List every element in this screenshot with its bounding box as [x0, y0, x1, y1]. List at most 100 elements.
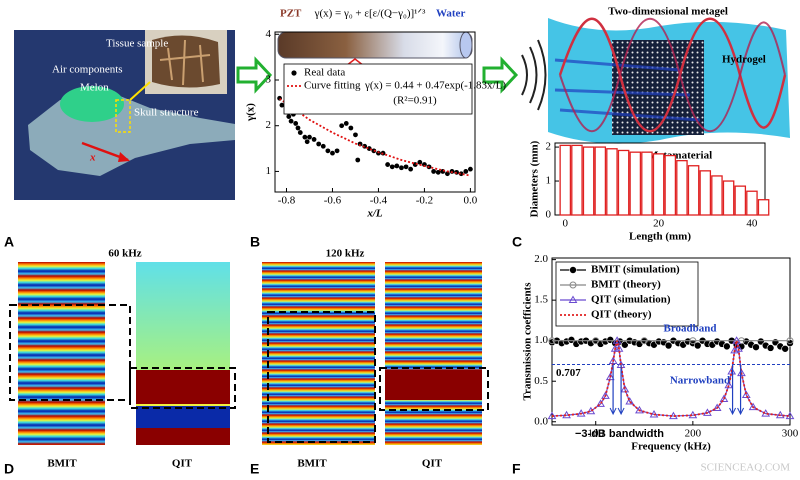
x-axis-label: Frequency (kHz)	[631, 441, 711, 453]
x-tick-label: -0.2	[416, 195, 433, 207]
wave-curve	[559, 17, 786, 133]
panel-b-right: QIT	[422, 458, 443, 470]
x-tick-label: 20	[653, 218, 665, 230]
marker	[741, 390, 751, 399]
marker	[748, 402, 758, 411]
dashed-box	[9, 304, 131, 401]
hydrogel-label: Hydrogel	[722, 54, 766, 66]
y-tick-label: 1	[546, 175, 552, 187]
x-axis-label: Length (mm)	[629, 231, 691, 243]
marker	[737, 368, 746, 377]
marker	[596, 399, 605, 407]
marker	[343, 121, 349, 126]
bar	[652, 153, 665, 216]
panel-a-title: 60 kHz	[108, 248, 141, 260]
field-qit-red	[385, 370, 482, 400]
metagel-image: Two-dimensional metagel Hydrogel Metamat…	[521, 6, 790, 162]
y-axis-label: Diameters (mm)	[529, 140, 541, 217]
marker	[775, 410, 785, 419]
marker	[316, 141, 322, 147]
panel-label: C	[512, 234, 522, 250]
bar	[559, 144, 572, 216]
fit-r2: (R²=0.91)	[393, 95, 437, 107]
field-qit-red	[136, 370, 230, 404]
dashed-box	[379, 367, 489, 411]
marker	[608, 356, 618, 364]
series-line	[279, 98, 471, 177]
label-tissue: Tissue sample	[106, 38, 168, 50]
marker	[468, 166, 473, 172]
x-tick-label: 40	[746, 218, 758, 230]
marker	[612, 336, 622, 344]
bar	[582, 146, 595, 216]
marker	[719, 394, 729, 403]
marker	[752, 343, 760, 351]
marker	[417, 159, 423, 165]
marker	[325, 148, 331, 154]
marker	[353, 132, 358, 138]
x-tick-label: -0.8	[278, 195, 296, 207]
bar	[641, 151, 653, 216]
sample-box	[115, 99, 131, 133]
y-tick-label: 2	[546, 141, 552, 153]
x-axis-label: x/L	[366, 208, 383, 220]
marker	[302, 134, 308, 140]
panel-label: A	[4, 234, 14, 250]
marker	[569, 281, 577, 289]
marker	[786, 339, 794, 347]
bandwidth-heads	[729, 407, 745, 416]
annotation: Broadband	[664, 323, 717, 335]
plot-frame	[274, 31, 476, 193]
marker	[786, 337, 794, 345]
bar	[629, 151, 642, 216]
field-qit-blue	[136, 406, 230, 428]
legend-box	[555, 261, 699, 327]
marker	[693, 341, 702, 350]
marker	[712, 403, 722, 411]
bar	[711, 175, 723, 216]
field-qit-top	[136, 262, 230, 370]
dashed-box	[129, 367, 236, 409]
bandwidth-arrows	[612, 364, 622, 413]
label-air: Air components	[52, 64, 123, 76]
x-tick-label: 0.0	[464, 195, 478, 207]
marker	[757, 337, 765, 346]
marker	[592, 337, 600, 345]
marker	[734, 344, 743, 352]
bar-end	[459, 31, 473, 59]
y-axis-label: γ(x)	[245, 103, 257, 122]
y-tick-label: 0.5	[534, 375, 548, 387]
marker	[781, 344, 789, 353]
marker	[408, 166, 414, 172]
marker	[548, 337, 556, 345]
annotation: Narrowband	[670, 375, 730, 387]
watermark: SCIENCEAQ.COM	[700, 462, 790, 474]
y-axis-label: Transmission coefficients	[522, 282, 534, 401]
marker	[288, 118, 294, 124]
annotation: −3-dB bandwidth	[575, 428, 664, 440]
panel-b-title: 120 kHz	[326, 248, 365, 260]
field-bmit	[18, 262, 105, 445]
x-tick-label: -0.4	[370, 195, 388, 207]
legend-label: BMIT (theory)	[591, 279, 661, 291]
legend-box	[283, 63, 473, 115]
marker	[394, 163, 400, 169]
sound-waves	[521, 39, 547, 111]
x-tick-label: 200	[685, 428, 702, 440]
marker	[293, 121, 299, 126]
marker	[723, 342, 731, 351]
y-tick-label: 4	[266, 28, 272, 40]
panel-b-left: BMIT	[297, 458, 327, 470]
marker	[279, 102, 285, 108]
x-tick-label: 300	[782, 428, 799, 440]
marker	[348, 125, 354, 131]
bandwidth-arrows	[731, 364, 742, 413]
field-panel-b: 120 kHz BMIT QIT	[262, 248, 489, 470]
metagel-title: Two-dimensional metagel	[608, 6, 728, 18]
bar	[676, 160, 688, 216]
fit-equation: γ(x) = 0.44 + 0.47exp(-1.83x/L)	[364, 80, 506, 92]
field-panel-a: 60 kHz BMIT QIT	[9, 248, 236, 470]
bar	[594, 146, 607, 216]
legend-label: QIT (theory)	[591, 309, 652, 321]
